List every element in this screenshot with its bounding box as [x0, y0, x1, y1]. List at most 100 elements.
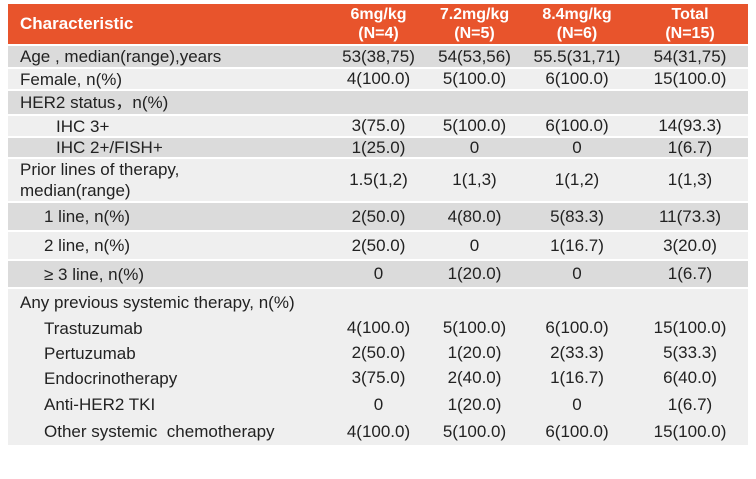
column-header: 6mg/kg (N=4): [330, 4, 427, 44]
cell-value: 14(93.3): [658, 116, 722, 135]
column-header-dose: 7.2mg/kg: [439, 6, 510, 23]
cell-value: 6(40.0): [663, 368, 717, 387]
cell-value: 2(50.0): [351, 206, 406, 226]
row-label: ≥ 3 line, n(%): [44, 264, 145, 284]
cell-value: 4(100.0): [346, 318, 411, 337]
row-label: IHC 2+/FISH+: [56, 138, 163, 157]
table-row: Any previous systemic therapy, n(%): [8, 289, 748, 315]
row-label: Endocrinotherapy: [44, 368, 178, 388]
cell-value: 3(75.0): [351, 368, 406, 387]
row-label: 1 line, n(%): [44, 207, 130, 226]
cell-value: 1(16.7): [550, 235, 604, 255]
row-label: Pertuzumab: [44, 343, 136, 363]
row-label: Age , median(range),years: [20, 47, 222, 66]
table-header-row: Characteristic 6mg/kg (N=4) 7.2mg/kg (N=5) 8.…: [8, 4, 748, 46]
row-label: Female, n(%): [20, 69, 123, 89]
cell-value: 0: [572, 394, 582, 414]
column-header-dose: 8.4mg/kg: [542, 6, 612, 23]
column-header-n: (N=15): [665, 25, 715, 42]
cell-value: 0: [572, 264, 582, 283]
cell-value: 5(33.3): [663, 343, 717, 362]
cell-value: 15(100.0): [653, 421, 727, 441]
column-header: Total (N=15): [632, 4, 748, 44]
cell-value: 54(31,75): [653, 46, 727, 66]
table-row: Endocrinotherapy 3(75.0) 2(40.0) 1(16.7) 6(4…: [8, 365, 748, 391]
cell-value: 55.5(31,71): [533, 46, 621, 66]
characteristics-table: Characteristic 6mg/kg (N=4) 7.2mg/kg (N=5) 8.…: [8, 4, 748, 445]
table-row: Prior lines of therapy, median(range) 1.5…: [8, 159, 748, 203]
characteristic-column-header: Characteristic: [20, 14, 134, 33]
table-row: Pertuzumab 2(50.0) 1(20.0) 2(33.3) 5(33.3): [8, 341, 748, 365]
cell-value: 6(100.0): [545, 116, 609, 135]
cell-value: 0: [572, 137, 582, 157]
column-header-n: (N=4): [358, 25, 399, 42]
table-row: IHC 3+ 3(75.0) 5(100.0) 6(100.0) 14(93.3): [8, 116, 748, 138]
cell-value: 4(100.0): [346, 69, 411, 88]
cell-value: 1(6.7): [667, 137, 713, 157]
cell-value: 0: [469, 235, 480, 255]
cell-value: 1(20.0): [447, 264, 502, 283]
cell-value: [632, 91, 748, 114]
table-row: Age , median(range),years 53(38,75) 54(53,…: [8, 46, 748, 69]
table-row: Other systemic chemotherapy 4(100.0) 5(100…: [8, 418, 748, 445]
cell-value: 0: [373, 264, 384, 283]
cell-value: 11(73.3): [658, 206, 722, 226]
column-header-dose: 6mg/kg: [350, 6, 407, 23]
row-label: IHC 3+: [56, 116, 110, 136]
column-header-n: (N=6): [556, 25, 598, 42]
row-label: Prior lines of therapy, median(range): [20, 160, 180, 200]
cell-value: 1(20.0): [447, 394, 502, 414]
cell-value: [427, 91, 522, 114]
cell-value: 6(100.0): [545, 421, 609, 441]
cell-value: 4(100.0): [346, 421, 411, 441]
row-label: Anti-HER2 TKI: [44, 395, 156, 414]
cell-value: 3(20.0): [663, 235, 717, 255]
cell-value: 6(100.0): [545, 69, 609, 88]
row-label: HER2 status，n(%): [20, 93, 169, 112]
column-header-dose: Total: [671, 6, 709, 23]
cell-value: 54(53,56): [438, 46, 511, 66]
table-row: ≥ 3 line, n(%) 0 1(20.0) 0 1(6.7): [8, 261, 748, 289]
column-header-n: (N=5): [454, 25, 495, 42]
cell-value: [522, 91, 632, 114]
cell-value: 5(100.0): [442, 116, 507, 135]
cell-value: 4(80.0): [447, 206, 502, 226]
cell-value: 15(100.0): [653, 318, 727, 337]
row-label: Trastuzumab: [44, 318, 143, 338]
cell-value: 2(50.0): [351, 343, 406, 362]
cell-value: [632, 289, 748, 315]
cell-value: 0: [373, 394, 384, 414]
cell-value: 2(40.0): [447, 368, 502, 387]
table-row: 2 line, n(%) 2(50.0) 0 1(16.7) 3(20.0): [8, 232, 748, 261]
table-row: Trastuzumab 4(100.0) 5(100.0) 6(100.0) 15(10…: [8, 315, 748, 341]
cell-value: 5(100.0): [442, 318, 507, 337]
row-label: Any previous systemic therapy, n(%): [20, 292, 295, 312]
cell-value: 1(16.7): [550, 368, 604, 387]
cell-value: [330, 91, 427, 114]
column-header: 8.4mg/kg (N=6): [522, 4, 632, 44]
cell-value: [427, 289, 522, 315]
cell-value: 3(75.0): [351, 116, 406, 135]
table-row: 1 line, n(%) 2(50.0) 4(80.0) 5(83.3) 11(73.3…: [8, 203, 748, 232]
cell-value: 1(1,2): [554, 170, 600, 189]
cell-value: 6(100.0): [545, 318, 609, 337]
cell-value: 1(1,3): [667, 170, 713, 189]
cell-value: 1(20.0): [447, 343, 502, 362]
table-row: HER2 status，n(%): [8, 91, 748, 116]
cell-value: 1(25.0): [351, 137, 406, 157]
table-row: Anti-HER2 TKI 0 1(20.0) 0 1(6.7): [8, 391, 748, 418]
cell-value: 1(6.7): [667, 264, 713, 283]
cell-value: 2(33.3): [550, 343, 604, 362]
row-label: 2 line, n(%): [44, 236, 130, 255]
cell-value: 53(38,75): [342, 46, 415, 66]
cell-value: 5(100.0): [442, 421, 507, 441]
cell-value: 15(100.0): [653, 69, 727, 88]
column-header: 7.2mg/kg (N=5): [427, 4, 522, 44]
row-label: Other systemic chemotherapy: [44, 422, 275, 441]
cell-value: 1.5(1,2): [349, 170, 408, 189]
cell-value: [522, 289, 632, 315]
cell-value: [330, 289, 427, 315]
table-row: IHC 2+/FISH+ 1(25.0) 0 0 1(6.7): [8, 138, 748, 159]
cell-value: 5(100.0): [442, 69, 507, 88]
